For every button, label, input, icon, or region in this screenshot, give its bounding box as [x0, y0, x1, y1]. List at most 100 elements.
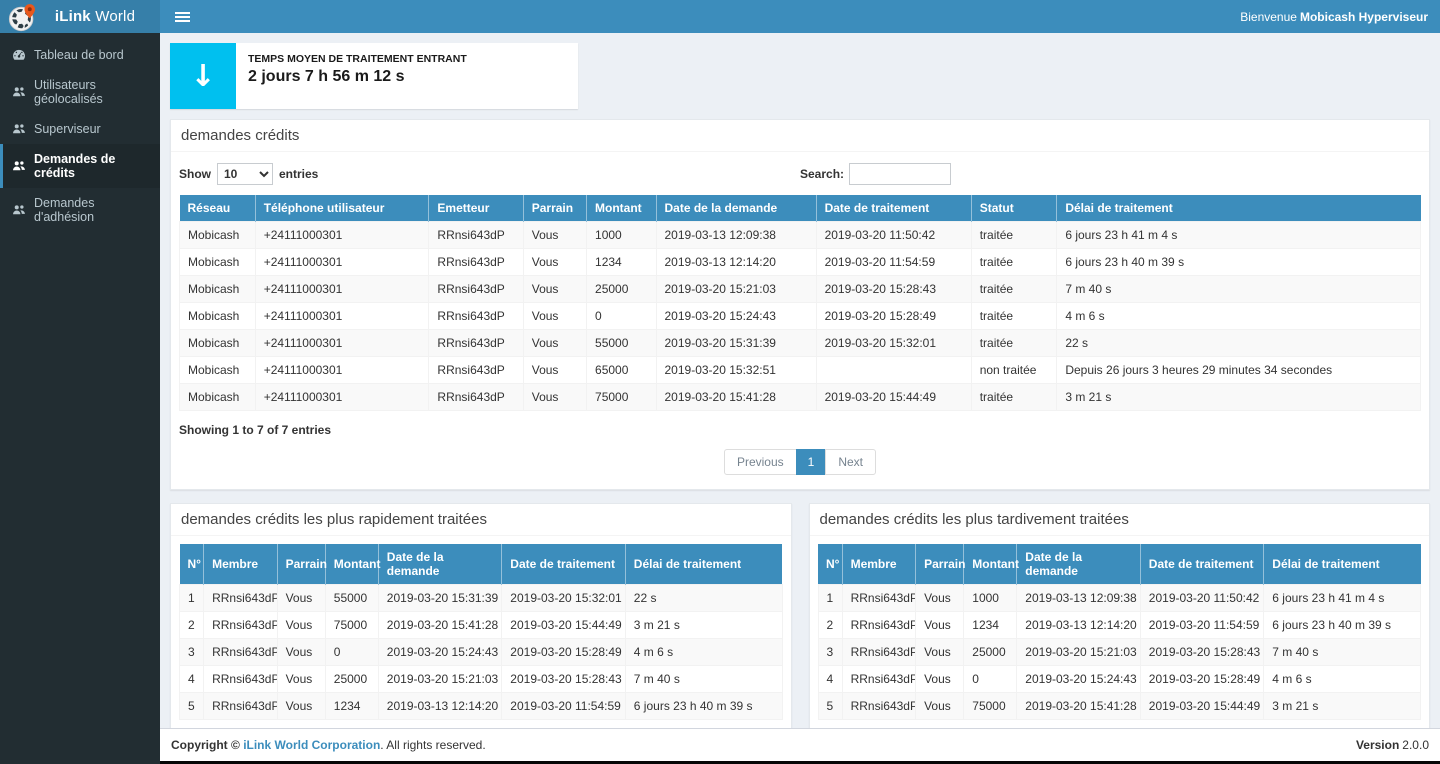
- cell: Vous: [276, 692, 326, 720]
- table-row: 5 RRnsi643dP Vous 75000 2019-03-20 15:41:28 2…: [817, 692, 1421, 720]
- column-header[interactable]: Montant: [963, 544, 1019, 585]
- column-header[interactable]: Date de la demande: [656, 195, 817, 222]
- pagination: Previous 1 Next: [179, 449, 1421, 475]
- column-header[interactable]: Date de traitement: [816, 195, 972, 222]
- column-header[interactable]: Délai de traitement: [1056, 195, 1421, 222]
- cell: 2019-03-20 15:41:28: [1016, 692, 1141, 720]
- cell: traitée: [970, 248, 1058, 276]
- cell: Vous: [915, 692, 965, 720]
- menu-toggle-button[interactable]: [160, 0, 204, 33]
- footer-corporation-link[interactable]: iLink World Corporation: [243, 738, 381, 752]
- cell: Vous: [276, 638, 326, 666]
- panel-title: demandes crédits les plus tardivement tr…: [809, 504, 1429, 536]
- column-header[interactable]: N°: [179, 544, 205, 585]
- column-header[interactable]: N°: [818, 544, 843, 585]
- sidebar-item-label: Demandes de crédits: [34, 152, 116, 180]
- column-header[interactable]: Membre: [842, 544, 917, 585]
- table-info: Showing 1 to 7 of 7 entries: [179, 423, 332, 437]
- cell: Vous: [522, 329, 588, 357]
- search-input[interactable]: [849, 163, 952, 185]
- cell: 2019-03-20 15:32:01: [815, 329, 972, 357]
- column-header[interactable]: Montant: [586, 195, 657, 222]
- cell: 2019-03-13 12:14:20: [655, 248, 817, 276]
- table-row: 4 RRnsi643dP Vous 25000 2019-03-20 15:21:03 2…: [178, 665, 783, 693]
- column-header[interactable]: Montant: [325, 544, 380, 585]
- cell: 2019-03-20 15:28:49: [1139, 665, 1265, 693]
- cell: 2019-03-20 15:24:43: [655, 302, 817, 330]
- cell: Mobicash: [179, 248, 256, 276]
- pagination-previous-button[interactable]: Previous: [723, 449, 797, 475]
- cell: traitée: [970, 275, 1058, 303]
- cell: 3 m 21 s: [624, 611, 783, 639]
- cell: 55000: [586, 329, 657, 357]
- column-header[interactable]: Emetteur: [428, 195, 524, 222]
- column-header[interactable]: Date de traitement: [501, 544, 626, 585]
- cell: 4 m 6 s: [1056, 302, 1421, 330]
- cell: 2019-03-20 15:28:43: [501, 665, 626, 693]
- cell: RRnsi643dP: [841, 665, 917, 693]
- cell: Vous: [522, 248, 588, 276]
- column-header[interactable]: Réseau: [179, 195, 256, 222]
- sidebar-item-utilisateurs-geolocalises[interactable]: Utilisateurs géolocalisés: [0, 70, 160, 114]
- cell: RRnsi643dP: [428, 329, 524, 357]
- cell: 0: [324, 638, 379, 666]
- cell: 5: [178, 692, 205, 720]
- app-logo[interactable]: iLink World: [0, 0, 160, 33]
- sidebar-item-label: Utilisateurs géolocalisés: [34, 78, 103, 106]
- sidebar: iLink World Tableau de bord Utilisateurs…: [0, 0, 160, 764]
- cell: 2019-03-20 11:54:59: [1139, 611, 1265, 639]
- sidebar-item-superviseur[interactable]: Superviseur: [0, 114, 160, 144]
- table-header-row: N° Membre Parrain Montant Date de la demande…: [818, 544, 1421, 585]
- cell: RRnsi643dP: [841, 584, 917, 612]
- page-size-select[interactable]: 10: [217, 163, 273, 185]
- cell: 2019-03-20 11:54:59: [815, 248, 972, 276]
- cell: Vous: [276, 584, 326, 612]
- cell: RRnsi643dP: [203, 584, 278, 612]
- cell: Mobicash: [179, 356, 256, 384]
- table-row: Mobicash +24111000301 RRnsi643dP Vous 75000 2…: [179, 383, 1421, 411]
- screen-bottom-edge: [160, 761, 1440, 764]
- cell: Depuis 26 jours 3 heures 29 minutes 34 s…: [1056, 356, 1421, 384]
- column-header[interactable]: Délai de traitement: [1263, 544, 1421, 585]
- sidebar-item-demandes-adhesion[interactable]: Demandes d'adhésion: [0, 188, 160, 232]
- pagination-page-1-button[interactable]: 1: [795, 449, 827, 475]
- cell: RRnsi643dP: [428, 275, 524, 303]
- cell: 25000: [963, 638, 1018, 666]
- column-header[interactable]: Téléphone utilisateur: [255, 195, 430, 222]
- show-label: Show: [179, 167, 211, 181]
- brand-regular: World: [90, 8, 136, 25]
- column-header[interactable]: Parrain: [915, 544, 965, 585]
- cell: 2019-03-13 12:14:20: [1016, 611, 1141, 639]
- cell: RRnsi643dP: [203, 611, 278, 639]
- column-header[interactable]: Date de traitement: [1140, 544, 1265, 585]
- globe-pin-logo-icon: [8, 3, 38, 33]
- pagination-next-button[interactable]: Next: [825, 449, 877, 475]
- sidebar-item-demandes-de-credits[interactable]: Demandes de crédits: [0, 144, 160, 188]
- column-header[interactable]: Parrain: [523, 195, 588, 222]
- sidebar-item-label: Superviseur: [34, 122, 101, 136]
- cell: 1000: [586, 221, 657, 249]
- column-header[interactable]: Délai de traitement: [625, 544, 782, 585]
- cell: RRnsi643dP: [428, 383, 524, 411]
- footer: Copyright © iLink World Corporation. All…: [160, 728, 1440, 761]
- panel-title: demandes crédits: [171, 120, 1429, 152]
- sidebar-item-tableau-de-bord[interactable]: Tableau de bord: [0, 40, 160, 70]
- cell: RRnsi643dP: [203, 665, 278, 693]
- cell: RRnsi643dP: [841, 692, 917, 720]
- table-row: 1 RRnsi643dP Vous 55000 2019-03-20 15:31:39 2…: [178, 584, 783, 612]
- cell: 1: [178, 584, 205, 612]
- panel-title: demandes crédits les plus rapidement tra…: [171, 504, 791, 536]
- column-header[interactable]: Parrain: [277, 544, 327, 585]
- cell: 55000: [324, 584, 379, 612]
- cell: RRnsi643dP: [428, 356, 524, 384]
- users-icon: [12, 203, 26, 217]
- version-text: Version 2.0.0: [1355, 738, 1429, 752]
- column-header[interactable]: Statut: [971, 195, 1058, 222]
- column-header[interactable]: Membre: [203, 544, 278, 585]
- copyright-text: Copyright © iLink World Corporation. All…: [171, 738, 486, 752]
- column-header[interactable]: Date de la demande: [378, 544, 503, 585]
- column-header[interactable]: Date de la demande: [1016, 544, 1141, 585]
- table-row: Mobicash +24111000301 RRnsi643dP Vous 1000 20…: [179, 221, 1421, 249]
- cell: 2019-03-20 15:44:49: [501, 611, 626, 639]
- cell: traitée: [970, 383, 1058, 411]
